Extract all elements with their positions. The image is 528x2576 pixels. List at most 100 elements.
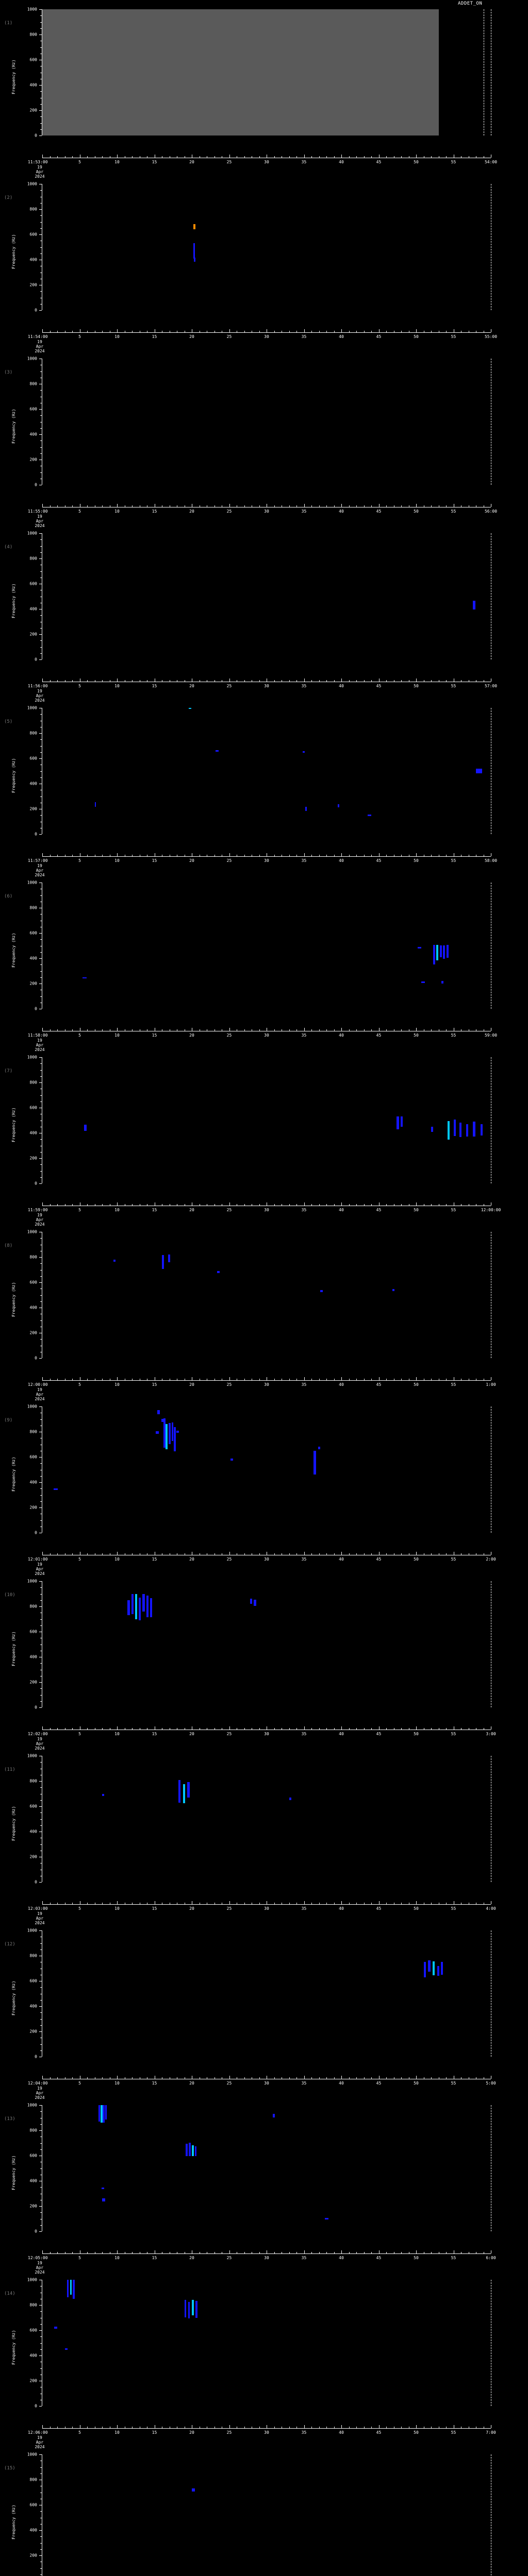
x-tick (446, 2427, 447, 2428)
y-tick (39, 1882, 42, 1883)
x-tick (50, 2077, 51, 2079)
date-line: Apr (36, 868, 44, 873)
x-tick (102, 1903, 103, 1904)
detection-mark (127, 1600, 130, 1616)
x-tick (334, 1553, 335, 1555)
x-tick-label: 35 (301, 509, 307, 514)
y-tick (40, 1476, 42, 1477)
x-tick (401, 1553, 402, 1555)
x-tick (416, 1726, 417, 1730)
plot-area[interactable] (42, 2454, 491, 2576)
plot-area[interactable] (42, 883, 491, 1009)
x-axis-date-stack: 19 Apr 2024 (22, 1213, 58, 1227)
y-axis-title: Frequency (Hz) (11, 933, 16, 968)
x-tick (431, 331, 432, 332)
x-tick (334, 1204, 335, 1206)
x-tick (42, 1028, 43, 1031)
x-tick-label: 40 (339, 1557, 344, 1562)
x-tick-label: 20 (189, 2256, 194, 2260)
plot-area[interactable] (42, 533, 491, 659)
x-tick (274, 2252, 275, 2253)
detection-mark (168, 1255, 170, 1262)
plot-area[interactable] (42, 1756, 491, 1882)
x-tick-label: 35 (301, 1732, 307, 1736)
x-tick (289, 2252, 290, 2253)
x-tick (87, 1903, 88, 1904)
x-tick-label: 40 (339, 1382, 344, 1387)
detection-mark (139, 1597, 141, 1620)
detection-mark (101, 2187, 105, 2190)
y-tick-label: 400 (29, 1130, 37, 1136)
y-tick-label: 800 (29, 207, 37, 212)
x-tick (259, 331, 260, 332)
detection-mark (161, 1419, 163, 1422)
plot-area[interactable] (42, 1406, 491, 1533)
y-tick (39, 135, 42, 136)
date-line: 19 (37, 1213, 42, 1217)
y-tick (40, 647, 42, 648)
y-tick (40, 615, 42, 616)
y-tick-label: 800 (29, 1255, 37, 1260)
date-line: 2024 (35, 873, 45, 877)
x-axis-date-stack: 19 Apr 2024 (22, 1038, 58, 1052)
y-tick (39, 1183, 42, 1184)
y-tick (39, 933, 42, 934)
x-tick-label: 55 (451, 160, 456, 164)
x-tick (371, 2427, 372, 2428)
x-tick-label: 55 (451, 1732, 456, 1736)
plot-area[interactable] (42, 2280, 491, 2406)
x-tick (259, 1029, 260, 1031)
y-tick (40, 1701, 42, 1702)
x-tick (431, 2077, 432, 2079)
y-tick-label: 400 (29, 2353, 37, 2358)
plot-area[interactable] (42, 1930, 491, 2057)
x-tick-label-start: 11:54:00 (28, 334, 48, 339)
detection-mark (73, 2280, 75, 2299)
x-tick (57, 156, 58, 158)
x-tick (334, 855, 335, 856)
x-tick (102, 2252, 103, 2253)
x-tick (214, 1553, 215, 1555)
x-tick (386, 855, 387, 856)
x-tick (57, 505, 58, 507)
plot-area[interactable] (42, 359, 491, 485)
x-tick (87, 156, 88, 158)
y-tick-label: 200 (29, 282, 37, 287)
x-tick (274, 680, 275, 682)
x-tick (244, 505, 245, 507)
plot-area[interactable] (42, 1057, 491, 1183)
x-tick (364, 1204, 365, 1206)
x-tick (102, 1029, 103, 1031)
x-tick (371, 1204, 372, 1206)
plot-area[interactable] (42, 9, 491, 135)
panel-index-label: (13) (4, 2116, 15, 2122)
x-tick-label-end: 55:00 (484, 334, 498, 339)
x-tick (349, 331, 350, 332)
date-line: 19 (37, 1038, 42, 1043)
plot-area[interactable] (42, 708, 491, 834)
x-tick (378, 504, 380, 507)
y-tick-label: 200 (29, 457, 37, 462)
y-tick (40, 796, 42, 797)
x-tick-label: 25 (226, 2081, 232, 2086)
x-tick-label: 10 (114, 1382, 120, 1387)
date-line: 2024 (35, 349, 45, 353)
x-tick (274, 505, 275, 507)
x-tick (57, 1029, 58, 1031)
detection-mark (272, 2114, 275, 2118)
x-tick (102, 1379, 103, 1380)
x-tick-label: 25 (226, 684, 232, 688)
plot-area[interactable] (42, 1581, 491, 1707)
plot-area[interactable] (42, 184, 491, 310)
y-tick (39, 1358, 42, 1359)
detection-mark (146, 1596, 148, 1617)
y-tick (40, 1320, 42, 1321)
plot-area[interactable] (42, 1232, 491, 1358)
date-line: 2024 (35, 1047, 45, 1052)
plot-area[interactable] (42, 2105, 491, 2231)
y-tick-label: 600 (29, 2153, 37, 2158)
x-tick (42, 1202, 43, 1206)
y-tick-label: 200 (29, 1156, 37, 1161)
y-tick (40, 552, 42, 553)
x-tick (72, 1029, 73, 1031)
